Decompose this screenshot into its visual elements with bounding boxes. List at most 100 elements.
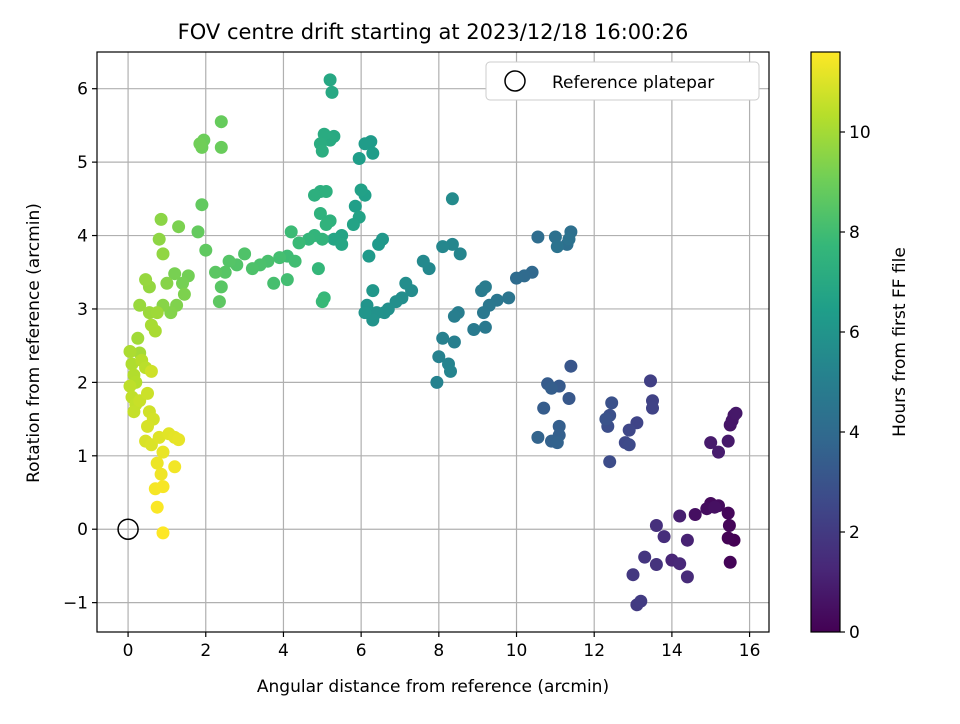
data-point (537, 401, 551, 415)
colorbar-frame (810, 51, 841, 633)
data-point (214, 115, 228, 129)
data-point (510, 271, 523, 285)
data-point (325, 85, 339, 99)
data-point (222, 254, 236, 268)
data-point (366, 146, 380, 160)
data-point (191, 225, 205, 239)
colorbar (811, 52, 840, 632)
data-point (721, 531, 735, 545)
data-point (168, 267, 182, 281)
data-point (362, 249, 376, 263)
data-point (445, 237, 459, 251)
data-point (123, 379, 137, 393)
legend-marker-icon (504, 70, 526, 92)
data-point (209, 265, 222, 279)
data-point (195, 198, 209, 212)
data-point (722, 519, 736, 532)
data-point (447, 309, 461, 323)
x-tick-label: 4 (278, 641, 289, 661)
data-point (430, 375, 444, 389)
data-point (622, 438, 636, 452)
data-point (564, 359, 578, 373)
x-axis-label: Angular distance from reference (arcmin) (257, 677, 609, 697)
data-point (346, 218, 360, 231)
data-point (193, 137, 207, 151)
data-point (436, 331, 450, 345)
data-point (680, 533, 694, 547)
colorbar-tick-label: 10 (849, 123, 871, 143)
data-point (372, 237, 386, 251)
data-point (688, 508, 702, 521)
data-point (502, 291, 516, 305)
data-point (562, 232, 576, 246)
data-point (131, 331, 145, 345)
data-point (156, 526, 170, 540)
colorbar-tick-label: 4 (849, 423, 860, 443)
data-point (649, 558, 663, 571)
data-point (245, 262, 259, 276)
data-point (478, 320, 492, 334)
colorbar-ticks: 0 2 4 6 8 10 (840, 123, 871, 643)
data-point (399, 276, 413, 290)
data-point (644, 374, 657, 388)
data-point (150, 456, 164, 470)
x-tick-label: 0 (123, 641, 134, 661)
y-tick-label: 4 (77, 227, 88, 247)
colorbar-tick-label: 0 (849, 623, 860, 643)
data-point (315, 295, 329, 309)
data-point (150, 306, 164, 320)
x-tick-label: 16 (739, 641, 761, 661)
data-point (133, 298, 147, 312)
colorbar-tick-label: 6 (849, 323, 860, 343)
data-point (123, 345, 137, 358)
data-point (626, 568, 640, 582)
y-tick-label: 2 (77, 373, 88, 393)
data-point (267, 276, 281, 290)
data-point (354, 183, 368, 197)
y-axis-label: Rotation from reference (arcmin) (24, 203, 44, 483)
y-tick-label: 6 (77, 80, 88, 100)
data-point (176, 276, 189, 290)
data-point (214, 140, 228, 154)
data-point (212, 295, 226, 309)
data-point (444, 364, 457, 378)
y-tick-label: 3 (77, 300, 88, 320)
data-point (168, 460, 182, 474)
data-point (156, 480, 170, 494)
data-point (172, 433, 186, 447)
data-point (603, 455, 617, 469)
data-point (154, 467, 168, 481)
data-point (152, 232, 166, 246)
y-axis-ticks: −1 0 1 2 3 4 5 6 (63, 80, 97, 614)
data-point (139, 273, 153, 287)
legend: Reference platepar (485, 61, 760, 101)
data-point (141, 386, 154, 400)
data-point (436, 240, 450, 254)
reference-platepar-marker (117, 518, 139, 540)
x-tick-label: 12 (583, 641, 605, 661)
data-point (144, 364, 158, 378)
data-point (154, 212, 168, 226)
data-point (148, 324, 162, 338)
data-point (531, 230, 545, 244)
data-point (315, 144, 329, 158)
data-point (712, 445, 725, 459)
data-point (141, 419, 154, 433)
data-point (416, 254, 430, 268)
data-point (160, 276, 174, 290)
data-point (358, 306, 372, 320)
data-point (478, 280, 492, 294)
x-tick-label: 10 (506, 641, 528, 661)
data-point (477, 306, 490, 320)
data-point (646, 401, 659, 415)
data-point (273, 251, 287, 265)
data-point (238, 247, 252, 261)
data-point (280, 273, 294, 287)
data-point (605, 396, 619, 410)
data-point (432, 350, 446, 364)
data-point (634, 594, 648, 608)
data-point (657, 530, 671, 544)
data-point (453, 247, 467, 261)
